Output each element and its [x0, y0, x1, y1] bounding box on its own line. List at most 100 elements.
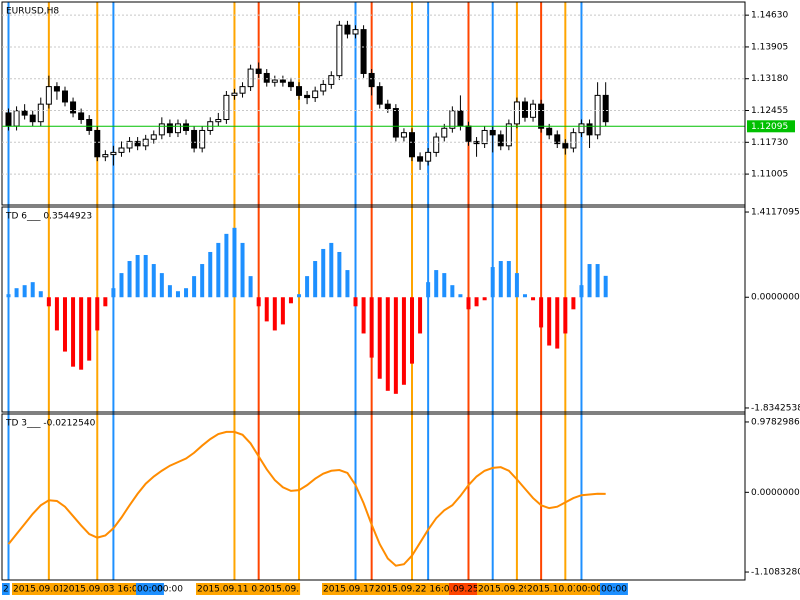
candle-body: [417, 156, 424, 162]
histogram-bar: [54, 297, 59, 331]
candle-body: [312, 90, 319, 99]
histogram-bar: [506, 261, 511, 298]
candle-body: [594, 94, 601, 136]
histogram-bar: [119, 273, 124, 298]
candle-body: [328, 75, 335, 85]
candle-body: [21, 110, 28, 116]
candle-body: [94, 129, 101, 158]
y-tick-label: 1.12455: [751, 106, 788, 116]
candle-body: [352, 29, 359, 35]
histogram-bar: [71, 297, 76, 367]
histogram-bar: [442, 273, 447, 298]
candle-body: [231, 92, 238, 96]
histogram-bar: [167, 285, 172, 298]
time-label-bg: [196, 583, 267, 595]
time-label: .09.25: [450, 585, 479, 595]
histogram-bar: [531, 297, 536, 301]
histogram-bar: [280, 297, 285, 325]
time-label: 00:00: [601, 585, 627, 595]
histogram-bar: [22, 285, 27, 298]
time-label-bg: [449, 583, 480, 595]
candle-body: [158, 123, 165, 136]
time-label: 2015.09.17 16:00: [323, 585, 404, 595]
candle-body: [13, 110, 20, 127]
histogram-bar: [184, 288, 189, 298]
histogram-bar: [514, 273, 519, 298]
candle-body: [409, 132, 415, 158]
histogram-bar: [127, 261, 132, 298]
histogram-bar: [547, 297, 552, 346]
time-label: 2015.09.11 08:: [197, 585, 266, 595]
histogram-bar: [38, 291, 43, 298]
candle-body: [37, 103, 44, 123]
candle-body: [86, 119, 93, 131]
histogram-bar: [272, 297, 277, 331]
candle-body: [102, 154, 109, 158]
histogram-bar: [256, 297, 261, 307]
candle-body: [255, 68, 262, 74]
candle-body: [449, 110, 456, 129]
current-price-box: [747, 120, 795, 133]
candle-body: [5, 112, 12, 127]
candle-body: [457, 110, 464, 127]
histogram-bar: [490, 267, 495, 298]
histogram-bar: [466, 297, 471, 310]
candle-body: [239, 86, 246, 94]
histogram-bar: [87, 297, 92, 361]
candle-body: [150, 134, 157, 140]
histogram-bar: [393, 297, 398, 394]
time-label-bg: [12, 583, 66, 595]
histogram-bar: [111, 288, 116, 298]
candle-body: [538, 103, 545, 129]
candle-body: [392, 108, 399, 138]
histogram-bar: [224, 233, 229, 298]
candle-body: [191, 129, 198, 149]
candle-body: [344, 24, 351, 35]
candle-body: [287, 81, 294, 88]
histogram-bar: [571, 297, 576, 310]
markers: [7, 2, 583, 580]
histogram-bar: [14, 288, 19, 298]
histogram-bar: [595, 264, 600, 298]
candle-body: [183, 123, 190, 131]
candle-body: [360, 29, 367, 74]
histogram-bar: [426, 282, 431, 298]
y-tick-label: 1.4117095: [751, 208, 800, 218]
candle-body: [271, 79, 278, 83]
data: [5, 20, 609, 567]
candle-body: [45, 86, 52, 105]
histogram-bar: [522, 294, 527, 298]
candle-body: [70, 101, 77, 114]
candle-body: [320, 83, 327, 92]
histogram-bar: [30, 282, 35, 298]
candle-body: [110, 151, 117, 156]
histogram-bar: [135, 254, 140, 298]
histogram-bar: [482, 297, 487, 301]
histogram-bar: [175, 291, 180, 298]
histogram-bar: [143, 254, 148, 298]
candle-body: [61, 90, 68, 103]
candle-body: [433, 136, 440, 153]
candle-body: [554, 134, 561, 145]
histogram-bar: [579, 285, 584, 298]
candle-body: [505, 123, 512, 147]
time-label: 00:00: [137, 585, 163, 595]
histogram-bar: [95, 297, 100, 331]
candle-body: [376, 86, 383, 105]
histogram-bar: [361, 297, 366, 334]
histogram-bar: [151, 264, 156, 298]
candle-body: [368, 72, 375, 88]
y-tick-label: 1.14630: [751, 11, 788, 21]
time-label: 2015.09.22 16:00: [375, 585, 456, 595]
y-tick-label: 0.9782986: [751, 417, 800, 427]
histogram-bar: [410, 297, 414, 364]
time-label: 2015.09.01: [13, 585, 65, 595]
candle-body: [481, 129, 488, 145]
histogram-bar: [498, 261, 503, 298]
time-label: 2015.09.03 16:00: [63, 585, 144, 595]
histogram-bar: [401, 297, 406, 385]
candle-body: [586, 123, 593, 136]
candle-body: [199, 129, 206, 149]
y-tick-label: 0.0000000: [751, 293, 800, 303]
